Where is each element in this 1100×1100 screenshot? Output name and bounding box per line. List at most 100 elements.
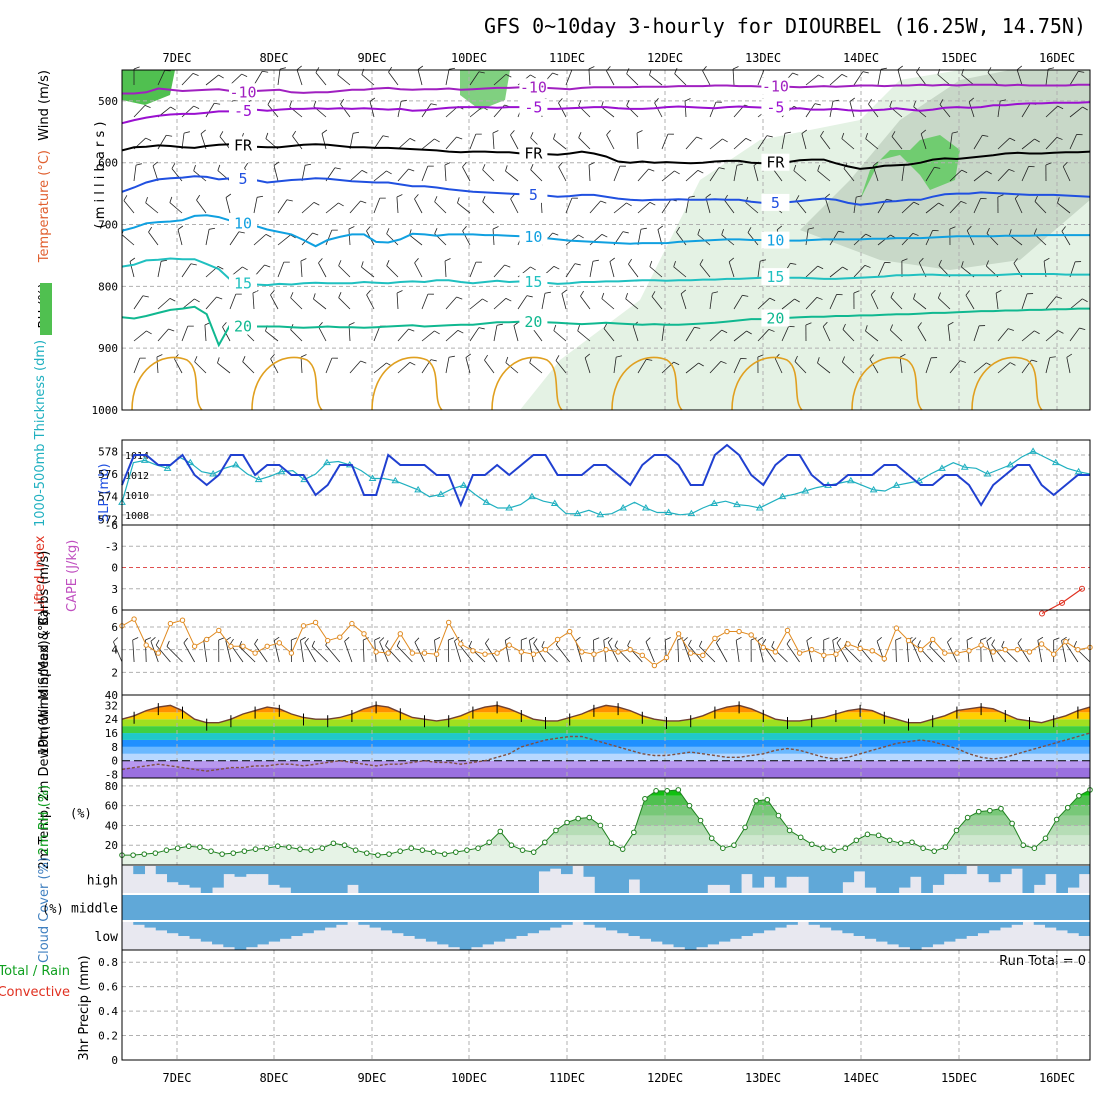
- upper-wind-barb: [897, 69, 903, 86]
- upper-wind-barb: [129, 261, 135, 278]
- upper-wind-barb-feather: [168, 328, 175, 332]
- rh-point: [542, 839, 548, 846]
- wind-speed-point: [615, 649, 621, 655]
- wind10m-label: 10m Wind Speed & Barbs (m/s): [37, 551, 52, 756]
- temp-band: [122, 726, 1090, 734]
- upper-wind-barb-feather: [553, 133, 556, 140]
- thickness-point: [277, 467, 286, 475]
- upper-wind-barb: [949, 133, 953, 150]
- cloud-middle-bar: [527, 895, 539, 920]
- upper-wind-barb: [205, 74, 219, 86]
- cloud-low-bar: [324, 922, 337, 928]
- rh-point: [742, 824, 748, 831]
- upper-wind-barb: [553, 138, 567, 150]
- thickness-point: [163, 464, 172, 471]
- cloud-middle-bar: [234, 895, 247, 920]
- upper-wind-barb: [822, 326, 831, 342]
- rh-point: [1042, 835, 1049, 842]
- surface-isentrope: [371, 356, 443, 411]
- upper-wind-barb: [917, 327, 927, 342]
- cloud-high-bar: [808, 866, 821, 893]
- wind10m-barb: [555, 644, 571, 663]
- thickness-point: [1074, 467, 1083, 475]
- upper-wind-barb: [145, 202, 159, 214]
- wind-speed-point: [228, 643, 234, 649]
- isotherm-label: 5: [529, 186, 538, 204]
- upper-wind-barb: [301, 202, 315, 214]
- cloud-middle-bar: [662, 895, 675, 920]
- wind-speed-point: [748, 632, 754, 638]
- rh2m-label: 2m RH (%): [37, 785, 52, 856]
- wind-speed-point: [337, 634, 343, 640]
- wind-speed-point: [712, 635, 718, 642]
- cloud-middle-bar: [155, 895, 168, 920]
- upper-wind-barb: [651, 296, 663, 310]
- rh-point: [631, 829, 637, 836]
- cloud-low-bar: [594, 922, 607, 928]
- upper-wind-barb: [493, 74, 507, 86]
- wind10m-barb: [166, 646, 183, 663]
- wind10m-barb-feather: [300, 636, 306, 641]
- upper-wind-barb: [1069, 106, 1083, 118]
- wind-speed-point: [990, 649, 996, 655]
- rh-point: [820, 845, 826, 851]
- rh-point: [1064, 804, 1071, 811]
- temp-band: [122, 767, 1090, 778]
- upper-wind-barb-feather: [270, 354, 275, 360]
- cloud-high-bar: [932, 866, 945, 885]
- upper-wind-barb: [1045, 69, 1049, 86]
- upper-wind-barb: [229, 73, 242, 86]
- upper-wind-barb: [156, 357, 159, 374]
- rh-point: [909, 839, 915, 846]
- cloud-middle-bar: [324, 895, 337, 920]
- cloud-high-bar: [954, 866, 967, 875]
- cloud-low-bar: [639, 922, 652, 939]
- upper-wind-barb: [637, 359, 647, 374]
- wind-speed-point: [675, 631, 682, 637]
- rh-point: [286, 844, 292, 851]
- thickness-point: [505, 504, 514, 511]
- wind-speed-point: [216, 627, 222, 634]
- upper-wind-barb: [177, 229, 183, 246]
- cloud-low-bar: [786, 922, 798, 925]
- wind10m-barb-feather: [716, 637, 721, 644]
- y-tick-label: 80: [105, 780, 118, 793]
- cloud-middle-bar: [977, 895, 990, 920]
- wind10m-barb-feather: [699, 640, 703, 647]
- cloud-low-bar: [515, 922, 528, 936]
- wind10m-barb-feather: [113, 637, 119, 643]
- upper-wind-barb-feather: [699, 259, 704, 265]
- rh-point: [241, 848, 248, 854]
- rh-point: [664, 788, 670, 794]
- upper-wind-barb: [577, 330, 591, 342]
- isotherm-label-bg: [229, 214, 257, 232]
- cloud-low-bar: [606, 922, 618, 931]
- upper-wind-barb: [1021, 293, 1028, 310]
- cloud-level-label: high: [87, 874, 118, 889]
- cloud-high-bar: [178, 866, 191, 885]
- upper-wind-barb: [157, 328, 169, 342]
- wind10m-barb-feather: [823, 637, 830, 641]
- wind-speed-point: [809, 646, 815, 653]
- cloud-middle-bar: [245, 895, 258, 920]
- isotherm-label: -5: [766, 99, 784, 117]
- top-date-label: 12DEC: [647, 51, 683, 65]
- upper-wind-barb-feather: [408, 168, 415, 172]
- isotherm-line-3: [121, 175, 1091, 206]
- cloud-middle-bar: [864, 895, 877, 920]
- wind-speed-point: [433, 651, 440, 657]
- upper-wind-barb-feather: [918, 257, 924, 263]
- cloud-high-bar: [988, 866, 1001, 883]
- upper-wind-barb: [157, 298, 171, 310]
- upper-wind-barb-feather: [746, 330, 752, 335]
- rh-point: [809, 841, 815, 848]
- upper-wind-barb: [555, 360, 567, 374]
- panel-frame: [121, 439, 1091, 526]
- upper-wind-barb: [824, 197, 831, 214]
- upper-wind-barb-feather: [448, 355, 455, 358]
- upper-wind-barb-feather: [674, 170, 680, 175]
- rh-point: [864, 831, 871, 838]
- wind10m-barb: [132, 640, 135, 663]
- upper-wind-barb: [445, 357, 450, 374]
- upper-wind-barb-feather: [334, 167, 341, 170]
